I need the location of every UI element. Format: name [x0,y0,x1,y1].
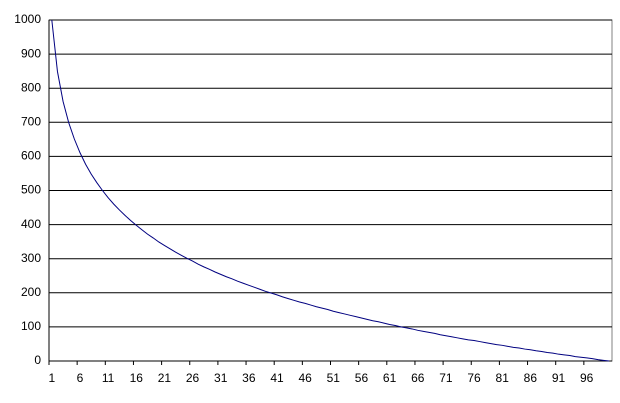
x-tick-label: 91 [552,371,566,385]
x-tick-label: 11 [102,371,115,385]
x-tick-label: 31 [214,371,228,385]
x-tick-label: 21 [158,371,172,385]
x-tick-label: 86 [524,371,538,385]
x-tick-label: 51 [327,371,341,385]
y-tick-label: 0 [34,353,41,367]
y-tick-label: 500 [21,183,41,197]
y-tick-label: 400 [21,217,41,231]
x-tick-label: 61 [383,371,397,385]
y-tick-label: 700 [21,114,41,128]
y-tick-label: 600 [21,149,41,163]
x-tick-label: 81 [496,371,510,385]
line-series [51,19,610,362]
x-tick-label: 26 [186,371,200,385]
x-tick-label: 16 [130,371,144,385]
x-tick-label: 36 [242,371,256,385]
x-tick-label: 41 [270,371,284,385]
x-tick-label: 96 [580,371,594,385]
x-tick-label: 46 [298,371,312,385]
y-tick-label: 800 [21,80,41,94]
y-tick-label: 1000 [14,12,41,26]
x-tick-label: 71 [439,371,453,385]
x-tick-label: 1 [48,371,55,385]
y-tick-label: 300 [21,251,41,265]
y-tick-label: 200 [21,285,41,299]
x-tick-label: 76 [467,371,481,385]
x-tick-label: 56 [355,371,369,385]
x-tick-label: 66 [411,371,425,385]
x-tick-label: 6 [77,371,84,385]
y-tick-label: 100 [21,319,41,333]
y-tick-label: 900 [21,46,41,60]
